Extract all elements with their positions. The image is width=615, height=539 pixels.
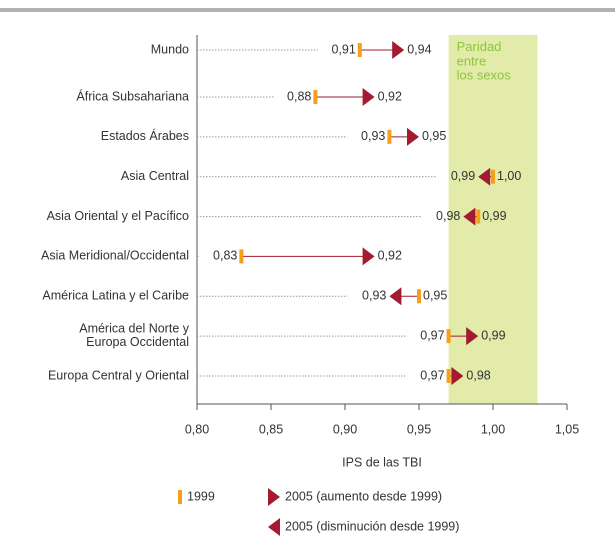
- value-label-2005: 0,99: [481, 328, 505, 342]
- parity-band: [448, 35, 538, 404]
- value-label-1999: 0,97: [420, 328, 444, 342]
- marker-2005: [362, 88, 375, 106]
- x-tick-label: 1,05: [555, 422, 579, 436]
- category-label: Asia Meridional/Occidental: [41, 249, 189, 263]
- marker-1999: [239, 249, 244, 264]
- value-label-2005: 0,99: [451, 169, 475, 183]
- legend-label: 2005 (disminución desde 1999): [285, 519, 459, 533]
- x-tick-label: 0,85: [259, 422, 283, 436]
- legend-marker: [178, 490, 182, 504]
- marker-2005: [451, 367, 464, 385]
- marker-2005: [389, 287, 402, 306]
- value-label-2005: 0,98: [436, 209, 460, 223]
- value-label-1999: 0,91: [331, 42, 355, 56]
- legend-marker: [268, 518, 280, 536]
- marker-2005: [362, 247, 375, 266]
- category-label: Estados Árabes: [101, 128, 189, 143]
- marker-1999: [357, 43, 362, 57]
- marker-2005: [392, 41, 405, 59]
- value-label-1999: 0,93: [361, 129, 385, 143]
- value-label-1999: 0,95: [423, 289, 447, 303]
- marker-1999: [313, 90, 318, 104]
- value-label-1999: 1,00: [497, 169, 521, 183]
- category-label: América Latina y el Caribe: [42, 289, 189, 303]
- value-label-2005: 0,94: [407, 42, 431, 56]
- category-label: Asia Central: [121, 169, 189, 183]
- value-label-2005: 0,93: [362, 289, 386, 303]
- marker-2005: [466, 327, 479, 346]
- marker-1999: [446, 369, 451, 383]
- marker-2005: [478, 167, 491, 186]
- x-axis-title: IPS de las TBI: [342, 455, 422, 469]
- x-tick-label: 1,00: [481, 422, 505, 436]
- marker-1999: [387, 129, 392, 144]
- value-label-2005: 0,98: [466, 368, 490, 382]
- value-label-1999: 0,97: [420, 368, 444, 382]
- value-label-2005: 0,92: [378, 89, 402, 103]
- x-tick-label: 0,95: [407, 422, 431, 436]
- category-label: América del Norte y Europa Occidental: [79, 322, 190, 350]
- x-tick-label: 0,90: [333, 422, 357, 436]
- category-label: Europa Central y Oriental: [48, 368, 189, 382]
- legend-label: 1999: [187, 489, 215, 503]
- category-label: Mundo: [151, 42, 189, 56]
- value-label-1999: 0,83: [213, 249, 237, 263]
- parity-label: Paridad entre los sexos: [457, 39, 512, 83]
- legend-marker: [268, 488, 280, 506]
- marker-1999: [446, 329, 451, 344]
- marker-1999: [476, 209, 481, 224]
- top-rule: [0, 8, 615, 12]
- marker-2005: [463, 207, 476, 226]
- value-label-2005: 0,95: [422, 129, 446, 143]
- marker-2005: [407, 127, 419, 146]
- value-label-1999: 0,88: [287, 89, 311, 103]
- marker-1999: [491, 169, 495, 184]
- value-label-1999: 0,99: [482, 209, 506, 223]
- legend-label: 2005 (aumento desde 1999): [285, 489, 442, 503]
- marker-1999: [417, 289, 421, 304]
- category-label: África Subsahariana: [76, 88, 189, 103]
- x-tick-label: 0,80: [185, 422, 209, 436]
- category-label: Asia Oriental y el Pacífico: [47, 209, 189, 223]
- value-label-2005: 0,92: [378, 249, 402, 263]
